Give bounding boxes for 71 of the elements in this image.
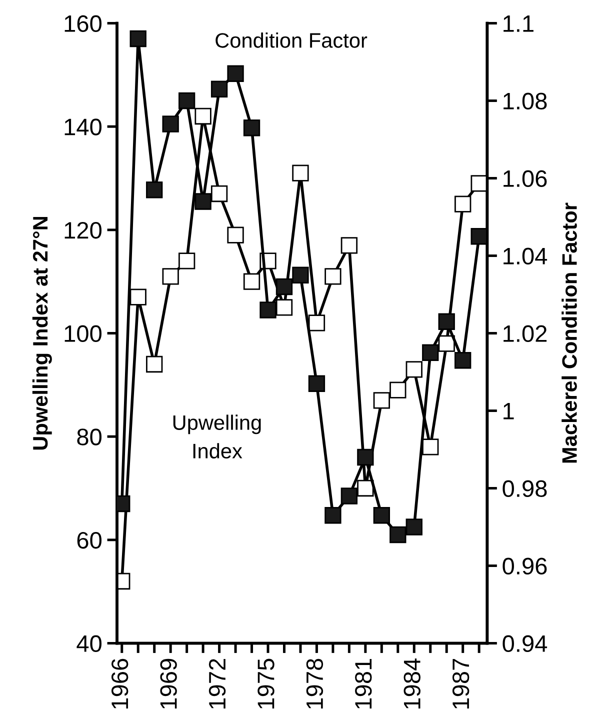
y-tick-label: 40 (76, 635, 102, 652)
point (146, 356, 163, 373)
point (422, 438, 439, 456)
y2-tick-label: 1.02 (504, 325, 547, 342)
point (373, 507, 390, 524)
point (308, 314, 326, 332)
point (194, 193, 212, 210)
point (162, 116, 179, 132)
y2-tick-label: 1.08 (504, 92, 547, 110)
point (130, 30, 146, 48)
x-tick-label: 1981 (355, 658, 372, 709)
y2-tick-label: 0.96 (502, 558, 547, 575)
point (210, 185, 228, 202)
point (162, 268, 179, 285)
y2-tick-label: 0.98 (502, 480, 547, 498)
point (130, 288, 146, 306)
point (406, 518, 422, 536)
point (276, 299, 293, 316)
y-tick-label: 100 (64, 325, 102, 342)
y-tick-label: 60 (77, 532, 102, 549)
x-tick-label: 1984 (404, 658, 420, 709)
y-tick-label: 120 (64, 222, 102, 239)
point (243, 120, 260, 136)
point (340, 237, 358, 254)
point (470, 228, 488, 245)
y2-tick-label: 0.94 (502, 635, 548, 652)
point (308, 375, 326, 392)
point (260, 302, 276, 318)
point (390, 382, 406, 398)
x-tick-label: 1969 (160, 658, 177, 709)
x-tick-label: 1987 (452, 659, 470, 709)
point (146, 182, 163, 198)
x-tick-label: 1972 (208, 659, 226, 709)
text: Upwelling Index (173, 414, 261, 458)
x-tick-label: 1975 (258, 658, 274, 709)
point (454, 352, 472, 369)
point (470, 175, 488, 192)
point (373, 392, 390, 409)
point (340, 488, 358, 504)
point (292, 266, 309, 284)
point (324, 268, 342, 285)
point (438, 335, 455, 352)
series-label: Condition Factor (216, 32, 368, 48)
point (178, 92, 196, 110)
y2-tick-label: 1.04 (504, 248, 548, 265)
point (324, 507, 342, 524)
point (178, 252, 196, 270)
y2-axis-title: Mackerel Condition Factor (562, 202, 577, 463)
point (357, 448, 374, 466)
point (243, 273, 260, 290)
y-tick-label: 160 (64, 15, 102, 32)
point (422, 344, 439, 361)
point (194, 108, 212, 125)
y2-tick-label: 1 (504, 403, 514, 420)
point (454, 196, 472, 212)
point (276, 278, 293, 296)
point (292, 164, 309, 182)
point (227, 226, 244, 244)
y-tick-label: 80 (77, 428, 102, 446)
point (406, 361, 422, 378)
y2-tick-label: 1.1 (504, 16, 534, 32)
x-tick-label: 1966 (111, 658, 128, 709)
x-tick-label: 1978 (306, 658, 324, 709)
y-axis-title: Upwelling Index at 27°N (32, 217, 52, 450)
y2-tick-label: 1.06 (504, 170, 547, 188)
point (227, 65, 244, 82)
point (390, 526, 406, 544)
point (357, 480, 374, 497)
y-tick-label: 140 (64, 118, 102, 136)
point (210, 80, 228, 98)
point (438, 313, 455, 330)
